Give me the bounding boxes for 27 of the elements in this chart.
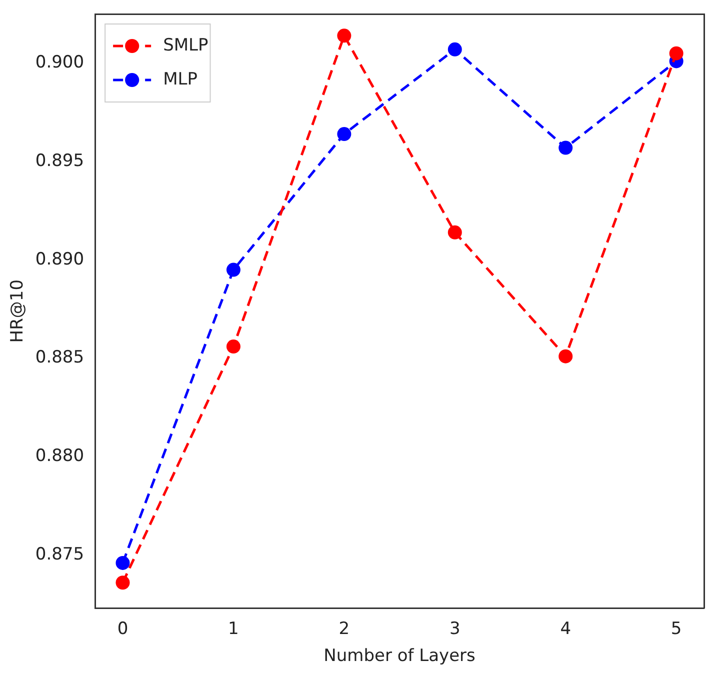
point <box>448 42 462 56</box>
y-tick-label: 0.895 <box>35 150 84 171</box>
x-axis-title: Number of Layers <box>324 646 476 666</box>
point <box>226 262 240 277</box>
point <box>558 349 573 364</box>
x-tick-label: 4 <box>560 618 572 639</box>
x-tick-label: 5 <box>670 618 682 639</box>
x-tick-label: 1 <box>228 618 239 639</box>
legend-label: SMLP <box>163 35 208 56</box>
point <box>116 556 130 570</box>
y-tick-label: 0.885 <box>35 348 84 368</box>
y-tick-label: 0.875 <box>35 544 84 564</box>
y-tick-label: 0.890 <box>35 249 84 270</box>
y-tick-label: 0.880 <box>35 446 84 466</box>
point <box>448 225 462 240</box>
point <box>337 28 352 43</box>
x-tick-label: 0 <box>117 618 128 639</box>
point <box>226 340 240 354</box>
point <box>116 576 130 590</box>
legend-label: MLP <box>163 69 198 90</box>
point <box>558 140 573 155</box>
point <box>669 46 684 60</box>
y-tick-label: 0.900 <box>35 52 84 73</box>
x-tick-label: 3 <box>449 618 460 639</box>
x-tick-label: 2 <box>338 618 350 639</box>
y-axis-title: HR@10 <box>8 279 28 343</box>
point <box>337 127 352 142</box>
